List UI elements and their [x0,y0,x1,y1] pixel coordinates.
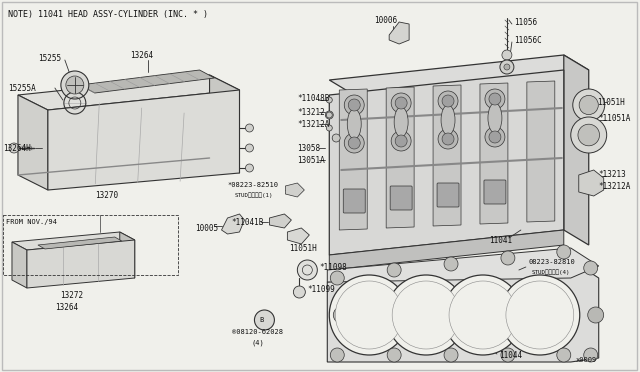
Text: 11051H: 11051H [289,244,317,253]
Circle shape [584,261,598,275]
Circle shape [293,286,305,298]
Text: *11051A: *11051A [598,113,631,122]
Circle shape [61,71,89,99]
Circle shape [438,129,458,149]
Text: 11056: 11056 [514,17,537,26]
Polygon shape [287,228,309,244]
Circle shape [571,117,607,153]
Text: 11051H: 11051H [596,97,625,106]
Circle shape [333,307,349,323]
Polygon shape [386,87,414,228]
Polygon shape [330,55,589,95]
Polygon shape [12,232,134,250]
Circle shape [66,76,84,94]
Circle shape [392,281,460,349]
Polygon shape [579,170,604,196]
Ellipse shape [394,107,408,137]
Circle shape [330,348,344,362]
Text: 13264: 13264 [130,51,153,60]
Circle shape [330,271,344,285]
FancyBboxPatch shape [390,186,412,210]
Text: 13264H: 13264H [3,144,31,153]
Text: NOTE) 11041 HEAD ASSY-CYLINDER (INC. * ): NOTE) 11041 HEAD ASSY-CYLINDER (INC. * ) [8,10,208,19]
Circle shape [255,310,275,330]
Circle shape [391,131,411,151]
Circle shape [298,260,317,280]
Circle shape [395,135,407,147]
Circle shape [501,251,515,265]
Circle shape [500,60,514,74]
Circle shape [485,89,505,109]
Circle shape [442,133,454,145]
Circle shape [246,124,253,132]
Ellipse shape [441,105,455,135]
Circle shape [335,281,403,349]
Text: *11098: *11098 [319,263,347,273]
Circle shape [588,307,604,323]
Circle shape [344,133,364,153]
Text: *13212A: *13212A [598,182,631,190]
Polygon shape [339,89,367,230]
Polygon shape [285,183,305,197]
Polygon shape [527,81,555,222]
Text: *11099: *11099 [307,285,335,295]
Circle shape [395,97,407,109]
Text: 15255: 15255 [38,54,61,62]
FancyBboxPatch shape [484,180,506,204]
Text: 08223-82810: 08223-82810 [529,259,575,265]
Circle shape [387,263,401,277]
Polygon shape [389,22,409,44]
Circle shape [386,275,466,355]
Text: (4): (4) [252,340,264,346]
Circle shape [387,348,401,362]
Polygon shape [221,214,244,234]
Circle shape [9,143,19,153]
Polygon shape [433,85,461,226]
Circle shape [489,131,501,143]
Ellipse shape [488,103,502,133]
Circle shape [501,348,515,362]
Circle shape [330,275,409,355]
FancyBboxPatch shape [343,189,365,213]
Circle shape [442,95,454,107]
Circle shape [438,91,458,111]
Polygon shape [27,240,134,288]
Text: FROM NOV./94: FROM NOV./94 [6,219,57,225]
Text: 13051A: 13051A [298,155,325,164]
Polygon shape [55,98,225,185]
Polygon shape [38,237,122,249]
Polygon shape [480,83,508,224]
Text: 13270: 13270 [95,190,118,199]
Text: 11044: 11044 [499,352,522,360]
Text: B: B [259,317,264,323]
Text: *13212A: *13212A [298,119,330,128]
Circle shape [443,275,523,355]
Text: 11041: 11041 [489,235,512,244]
Circle shape [348,99,360,111]
Polygon shape [564,55,589,245]
Circle shape [246,144,253,152]
Circle shape [325,111,333,119]
Text: 13264: 13264 [55,302,78,311]
Polygon shape [327,260,598,362]
Polygon shape [48,90,239,190]
Text: *13212: *13212 [298,108,325,116]
Polygon shape [12,242,27,288]
Text: STUDスタッド(1): STUDスタッド(1) [234,192,273,198]
Circle shape [326,97,332,103]
Text: STUDスタッド(4): STUDスタッド(4) [532,269,570,275]
Polygon shape [209,75,239,173]
Circle shape [579,95,598,115]
Text: ®08120-62028: ®08120-62028 [232,329,284,335]
Circle shape [557,348,571,362]
Text: 10006: 10006 [374,16,397,25]
Polygon shape [18,75,239,110]
Text: *11048B: *11048B [298,93,330,103]
Circle shape [557,245,571,259]
Circle shape [348,137,360,149]
Circle shape [506,281,574,349]
Circle shape [332,134,340,142]
FancyBboxPatch shape [437,183,459,207]
Text: 10005: 10005 [196,224,219,232]
